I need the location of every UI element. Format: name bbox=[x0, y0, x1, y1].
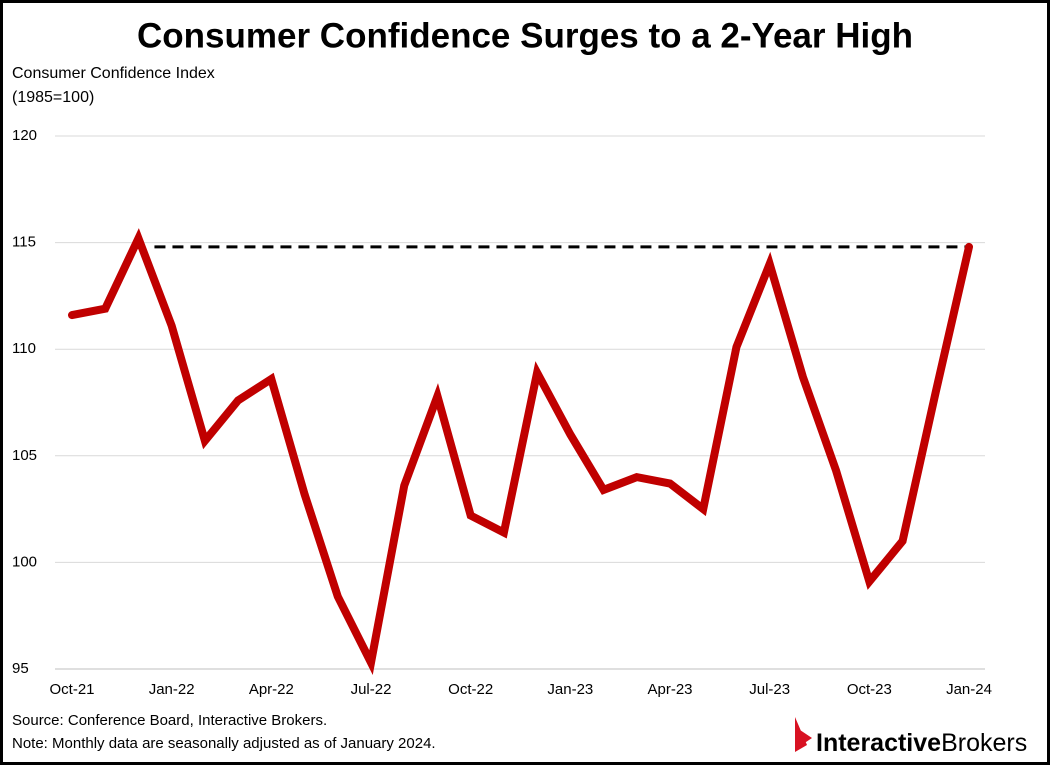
x-tick-label: Oct-21 bbox=[49, 681, 94, 698]
x-tick-label: Apr-23 bbox=[647, 681, 692, 698]
x-tick-label: Jan-23 bbox=[547, 681, 593, 698]
x-tick-label: Jan-22 bbox=[149, 681, 195, 698]
brand-part: Interactive bbox=[816, 729, 941, 757]
x-tick-label: Jul-22 bbox=[351, 681, 392, 698]
y-axis-label: (1985=100) bbox=[12, 89, 94, 106]
chart-title: Consumer Confidence Surges to a 2-Year H… bbox=[137, 16, 913, 55]
x-tick-label: Oct-22 bbox=[448, 681, 493, 698]
note: Note: Monthly data are seasonally adjust… bbox=[12, 735, 436, 752]
y-tick-label: 105 bbox=[12, 447, 37, 464]
y-tick-label: 115 bbox=[12, 234, 36, 251]
brand-logo bbox=[795, 717, 812, 752]
brand-part: Brokers bbox=[941, 729, 1027, 757]
y-tick-label: 120 bbox=[12, 127, 37, 144]
x-tick-label: Apr-22 bbox=[249, 681, 294, 698]
y-axis-label: Consumer Confidence Index bbox=[12, 65, 215, 82]
x-tick-label: Jul-23 bbox=[749, 681, 790, 698]
line-series bbox=[68, 228, 973, 675]
source: Source: Conference Board, Interactive Br… bbox=[12, 712, 327, 729]
x-tick-label: Oct-23 bbox=[847, 681, 892, 698]
y-tick-label: 100 bbox=[12, 553, 37, 570]
y-tick-label: 110 bbox=[12, 340, 36, 357]
y-tick-label: 95 bbox=[12, 660, 29, 677]
x-tick-label: Jan-24 bbox=[946, 681, 992, 698]
brand: InteractiveBrokers bbox=[816, 729, 1027, 757]
